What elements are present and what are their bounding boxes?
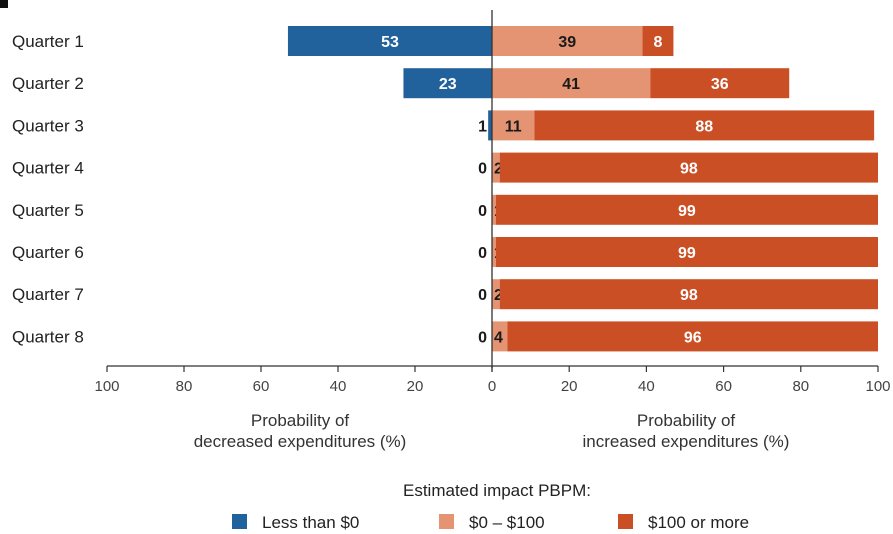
legend-swatch xyxy=(618,514,633,529)
category-label: Quarter 2 xyxy=(12,74,84,93)
bar-100-or-more xyxy=(534,110,875,141)
bar-value-label: 98 xyxy=(680,287,698,304)
bar-0-to-100 xyxy=(492,152,500,183)
bar-value-label: 96 xyxy=(684,329,702,346)
tick-label: 60 xyxy=(715,378,732,395)
bar-value-label: 4 xyxy=(494,329,503,346)
bar-value-label: 41 xyxy=(562,76,580,93)
bars-group: 533982341361118802980199019902980496 xyxy=(287,26,878,352)
bar-value-label: 0 xyxy=(478,329,487,346)
bar-value-label: 88 xyxy=(695,118,713,135)
bar-value-label: 0 xyxy=(478,245,487,262)
bar-less-than-0 xyxy=(287,26,492,56)
category-labels: Quarter 1 Quarter 2 Quarter 3 Quarter 4 Quar… xyxy=(12,32,84,346)
right-axis-title-line-1: Probability of xyxy=(637,411,736,430)
bar-100-or-more xyxy=(650,68,790,99)
left-axis-title-line-1: Probability of xyxy=(251,411,350,430)
bar-100-or-more xyxy=(499,152,878,183)
bar-value-label: 11 xyxy=(505,118,522,135)
bar-100-or-more xyxy=(642,26,674,56)
bar-value-label: 0 xyxy=(478,203,487,220)
bar-value-label: 0 xyxy=(478,161,487,178)
bar-100-or-more xyxy=(499,279,878,310)
category-label: Quarter 3 xyxy=(12,116,84,135)
bar-0-to-100 xyxy=(492,279,500,310)
tick-label: 0 xyxy=(488,378,496,395)
right-axis-title-line-2: increased expenditures (%) xyxy=(583,432,790,451)
bar-100-or-more xyxy=(495,237,878,267)
tick-label: 40 xyxy=(330,378,347,395)
category-label: Quarter 7 xyxy=(12,285,84,304)
tick-label: 100 xyxy=(865,378,890,395)
bar-0-to-100 xyxy=(492,68,651,99)
tick-label: 40 xyxy=(638,378,655,395)
tick-label: 80 xyxy=(792,378,809,395)
category-label: Quarter 6 xyxy=(12,243,84,262)
bar-100-or-more xyxy=(507,321,878,352)
bar-0-to-100 xyxy=(492,26,643,56)
category-label: Quarter 5 xyxy=(12,201,84,220)
bar-value-label: 1 xyxy=(478,118,487,135)
bar-value-label: 99 xyxy=(678,245,696,262)
bar-value-label: 0 xyxy=(478,287,487,304)
bar-0-to-100 xyxy=(492,194,496,225)
bar-value-label: 2 xyxy=(494,287,503,304)
bar-less-than-0 xyxy=(488,110,492,141)
tick-label: 100 xyxy=(94,378,119,395)
bar-100-or-more xyxy=(495,194,878,225)
bar-value-label: 8 xyxy=(654,34,663,51)
legend-swatch xyxy=(439,514,454,529)
bar-value-label: 99 xyxy=(678,203,696,220)
bar-0-to-100 xyxy=(492,321,508,352)
bar-value-label: 98 xyxy=(680,161,698,178)
bar-value-label: 53 xyxy=(381,34,399,51)
legend-swatch xyxy=(232,514,247,529)
bar-0-to-100 xyxy=(492,237,496,267)
legend-title: Estimated impact PBPM: xyxy=(403,481,591,500)
left-axis-title-line-2: decreased expenditures (%) xyxy=(194,432,407,451)
category-label: Quarter 1 xyxy=(12,32,84,51)
legend-label: $100 or more xyxy=(648,513,749,532)
bar-0-to-100 xyxy=(492,110,535,141)
tick-label: 20 xyxy=(407,378,424,395)
tick-label: 60 xyxy=(253,378,270,395)
bar-value-label: 2 xyxy=(494,161,503,178)
legend-label: Less than $0 xyxy=(262,513,359,532)
bar-value-label: 36 xyxy=(711,76,729,93)
bar-value-label: 39 xyxy=(558,34,576,51)
legend-label: $0 – $100 xyxy=(469,513,545,532)
category-label: Quarter 8 xyxy=(12,327,84,346)
tick-label: 20 xyxy=(561,378,578,395)
category-label: Quarter 4 xyxy=(12,159,84,178)
bar-value-label: 23 xyxy=(439,76,457,93)
legend: Less than $0 $0 – $100 $100 or more xyxy=(232,513,749,532)
tick-label: 80 xyxy=(176,378,193,395)
corner-mark xyxy=(0,0,8,8)
x-axis: 100 80 60 40 20 0 20 40 60 80 100 xyxy=(94,10,891,395)
bar-less-than-0 xyxy=(403,68,492,99)
